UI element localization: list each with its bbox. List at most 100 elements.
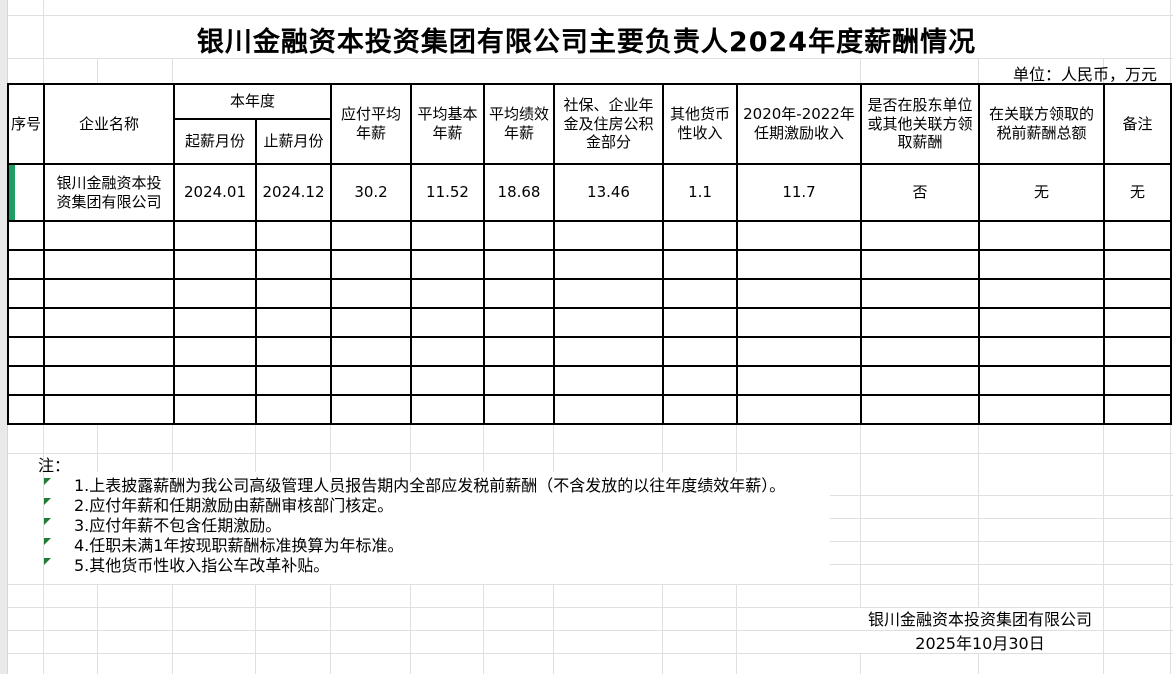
empty-cell[interactable] [330, 307, 413, 338]
empty-cell[interactable] [860, 365, 981, 396]
empty-cell[interactable] [978, 336, 1106, 367]
empty-cell[interactable] [43, 249, 175, 280]
empty-cell[interactable] [736, 336, 863, 367]
empty-cell[interactable] [173, 220, 257, 251]
empty-cell[interactable] [553, 220, 665, 251]
remark-value-cell[interactable]: 无 [1103, 163, 1173, 222]
header-company[interactable]: 企业名称 [43, 83, 175, 165]
empty-cell[interactable] [662, 365, 739, 396]
empty-cell[interactable] [483, 365, 556, 396]
social-fund-value-cell[interactable]: 13.46 [553, 163, 665, 222]
empty-cell[interactable] [483, 278, 556, 309]
header-term-incentive[interactable]: 2020年-2022年 任期激励收入 [736, 83, 863, 165]
empty-cell[interactable] [7, 278, 45, 309]
empty-cell[interactable] [483, 394, 556, 425]
empty-cell[interactable] [860, 394, 981, 425]
empty-cell[interactable] [7, 220, 45, 251]
empty-cell[interactable] [254, 307, 333, 338]
empty-cell[interactable] [173, 278, 257, 309]
company-value-cell[interactable]: 银川金融资本投 资集团有限公司 [43, 163, 175, 222]
empty-cell[interactable] [173, 394, 257, 425]
empty-cell[interactable] [860, 307, 981, 338]
seq-value-cell[interactable] [7, 163, 45, 222]
empty-cell[interactable] [662, 336, 739, 367]
empty-cell[interactable] [330, 249, 413, 280]
empty-cell[interactable] [736, 249, 863, 280]
empty-cell[interactable] [1103, 365, 1173, 396]
avg-base-value-cell[interactable]: 11.52 [410, 163, 486, 222]
header-social-fund[interactable]: 社保、企业年 金及住房公积 金部分 [553, 83, 665, 165]
avg-perf-value-cell[interactable]: 18.68 [483, 163, 556, 222]
header-avg-perf[interactable]: 平均绩效 年薪 [483, 83, 556, 165]
empty-cell[interactable] [330, 220, 413, 251]
empty-cell[interactable] [662, 220, 739, 251]
empty-cell[interactable] [254, 278, 333, 309]
empty-cell[interactable] [410, 336, 486, 367]
empty-cell[interactable] [553, 365, 665, 396]
related-flag-value-cell[interactable]: 否 [860, 163, 981, 222]
empty-cell[interactable] [1103, 278, 1173, 309]
related-amount-value-cell[interactable]: 无 [978, 163, 1106, 222]
empty-cell[interactable] [736, 307, 863, 338]
empty-cell[interactable] [736, 278, 863, 309]
empty-cell[interactable] [410, 365, 486, 396]
empty-cell[interactable] [7, 336, 45, 367]
empty-cell[interactable] [254, 249, 333, 280]
empty-cell[interactable] [43, 220, 175, 251]
empty-cell[interactable] [330, 394, 413, 425]
empty-cell[interactable] [553, 249, 665, 280]
empty-cell[interactable] [736, 365, 863, 396]
empty-cell[interactable] [483, 220, 556, 251]
empty-cell[interactable] [860, 249, 981, 280]
empty-cell[interactable] [410, 307, 486, 338]
empty-cell[interactable] [254, 220, 333, 251]
empty-cell[interactable] [173, 249, 257, 280]
empty-cell[interactable] [43, 278, 175, 309]
end-month-value-cell[interactable]: 2024.12 [254, 163, 333, 222]
start-month-value-cell[interactable]: 2024.01 [173, 163, 257, 222]
empty-cell[interactable] [553, 394, 665, 425]
empty-cell[interactable] [410, 249, 486, 280]
empty-cell[interactable] [662, 394, 739, 425]
header-seq[interactable]: 序号 [7, 83, 45, 165]
empty-cell[interactable] [254, 365, 333, 396]
empty-cell[interactable] [173, 365, 257, 396]
empty-cell[interactable] [736, 220, 863, 251]
empty-cell[interactable] [483, 249, 556, 280]
header-avg-base[interactable]: 平均基本 年薪 [410, 83, 486, 165]
avg-payable-value-cell[interactable]: 30.2 [330, 163, 413, 222]
empty-cell[interactable] [1103, 394, 1173, 425]
empty-cell[interactable] [978, 365, 1106, 396]
empty-cell[interactable] [43, 307, 175, 338]
empty-cell[interactable] [7, 394, 45, 425]
empty-cell[interactable] [860, 278, 981, 309]
empty-cell[interactable] [254, 394, 333, 425]
empty-cell[interactable] [7, 365, 45, 396]
empty-cell[interactable] [553, 307, 665, 338]
empty-cell[interactable] [330, 365, 413, 396]
empty-cell[interactable] [978, 394, 1106, 425]
empty-cell[interactable] [330, 278, 413, 309]
empty-cell[interactable] [978, 249, 1106, 280]
empty-cell[interactable] [1103, 249, 1173, 280]
empty-cell[interactable] [483, 336, 556, 367]
empty-cell[interactable] [173, 307, 257, 338]
header-avg-payable[interactable]: 应付平均 年薪 [330, 83, 413, 165]
empty-cell[interactable] [410, 278, 486, 309]
empty-cell[interactable] [662, 307, 739, 338]
header-other-income[interactable]: 其他货币 性收入 [662, 83, 739, 165]
empty-cell[interactable] [662, 278, 739, 309]
empty-cell[interactable] [173, 336, 257, 367]
empty-cell[interactable] [1103, 220, 1173, 251]
empty-cell[interactable] [1103, 336, 1173, 367]
empty-cell[interactable] [410, 220, 486, 251]
empty-cell[interactable] [43, 336, 175, 367]
empty-cell[interactable] [736, 394, 863, 425]
header-remark[interactable]: 备注 [1103, 83, 1173, 165]
header-end-month[interactable]: 止薪月份 [254, 118, 333, 165]
empty-cell[interactable] [553, 278, 665, 309]
empty-cell[interactable] [662, 249, 739, 280]
empty-cell[interactable] [860, 336, 981, 367]
empty-cell[interactable] [43, 365, 175, 396]
header-related-amount[interactable]: 在关联方领取的 税前薪酬总额 [978, 83, 1106, 165]
